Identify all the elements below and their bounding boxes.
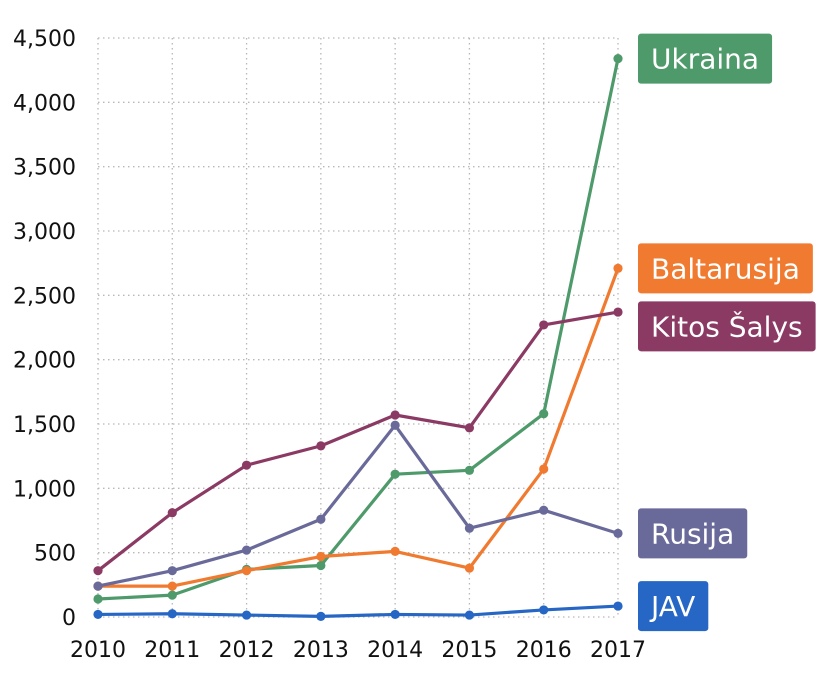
series-label-text: JAV [649,590,695,623]
data-point-rusija [316,514,326,524]
data-point-baltarusija [167,581,177,591]
data-point-rusija [241,545,252,555]
series-label-jav: JAV [638,581,709,632]
data-point-baltarusija [241,566,252,576]
y-tick-label: 1,000 [13,477,76,502]
data-point-ukraina [167,590,177,600]
data-point-rusija [167,566,177,576]
data-point-jav [390,609,400,620]
y-tick-label: 4,000 [13,91,76,116]
data-point-kitos-salys [241,460,252,470]
x-tick-label: 2017 [590,638,646,663]
series-label-baltarusija: Baltarusija [638,243,813,294]
data-point-baltarusija [464,563,475,573]
data-point-kitos-salys [316,441,326,451]
series-line-kitos-salys [96,310,620,573]
y-tick-label: 3,000 [13,220,76,245]
series-label-box [638,33,773,84]
data-point-jav [613,601,623,611]
x-axis: 2010 2011 2012 2013 2014 2015 2016 2017 [70,638,646,663]
data-point-ukraina [93,594,103,604]
data-point-jav [316,611,326,621]
data-point-ukraina [464,465,475,475]
grid [97,37,619,618]
series-label-box [638,243,813,294]
y-tick-label: 2,000 [13,349,76,374]
data-point-kitos-salys [464,423,475,433]
series-label-text: Ukraina [651,43,759,76]
x-tick-label: 2013 [293,638,349,663]
data-point-kitos-salys [93,566,103,576]
y-tick-label: 1,500 [13,413,76,438]
x-tick-label: 2012 [219,638,275,663]
series-label-box [638,581,709,632]
data-point-jav [241,610,252,620]
y-tick-label: 3,500 [13,156,76,181]
data-point-kitos-salys [167,508,177,518]
y-tick-label: 0 [62,606,76,631]
data-point-rusija [93,581,103,591]
series-layer [93,53,623,621]
data-point-jav [539,605,549,615]
data-point-jav [93,609,103,620]
series-label-text: Baltarusija [651,252,800,285]
data-point-kitos-salys [390,410,400,420]
data-point-rusija [613,528,623,538]
x-tick-label: 2010 [70,638,126,663]
x-tick-label: 2011 [144,638,200,663]
series-label-box [638,301,816,352]
data-point-jav [464,610,475,620]
data-point-baltarusija [390,546,400,556]
y-tick-label: 2,500 [13,284,76,309]
series-line-ukraina [96,56,620,601]
data-point-jav [167,609,177,619]
data-point-baltarusija [539,464,549,474]
y-tick-label: 4,500 [13,27,76,52]
series-label-rusija: Rusija [638,508,748,559]
data-point-rusija [464,523,475,533]
y-tick-label: 500 [34,542,76,567]
x-tick-label: 2014 [367,638,423,663]
series-label-kitos-salys: Kitos Šalys [638,301,816,352]
data-point-kitos-salys [539,320,549,330]
y-axis: 0 500 1,000 1,500 2,000 2,500 3,000 3,500 4,000 4… [13,27,76,631]
data-point-kitos-salys [613,307,623,317]
data-point-rusija [390,420,400,430]
series-labels: Ukraina Baltarusija Kitos Šalys Rusija JAV [638,33,816,632]
data-point-baltarusija [316,551,326,562]
series-label-text: Kitos Šalys [651,309,803,343]
series-line-jav [96,604,620,618]
x-tick-label: 2016 [516,638,572,663]
series-label-box [638,508,748,559]
data-point-ukraina [613,53,623,64]
series-label-text: Rusija [651,517,734,550]
data-point-ukraina [390,469,400,479]
series-label-ukraina: Ukraina [638,33,773,84]
series-line-rusija [96,423,620,588]
data-point-baltarusija [613,263,623,273]
series-line-baltarusija [96,266,620,588]
data-point-rusija [539,505,549,515]
data-point-ukraina [539,409,549,419]
data-point-ukraina [316,560,326,571]
x-tick-label: 2015 [441,638,497,663]
